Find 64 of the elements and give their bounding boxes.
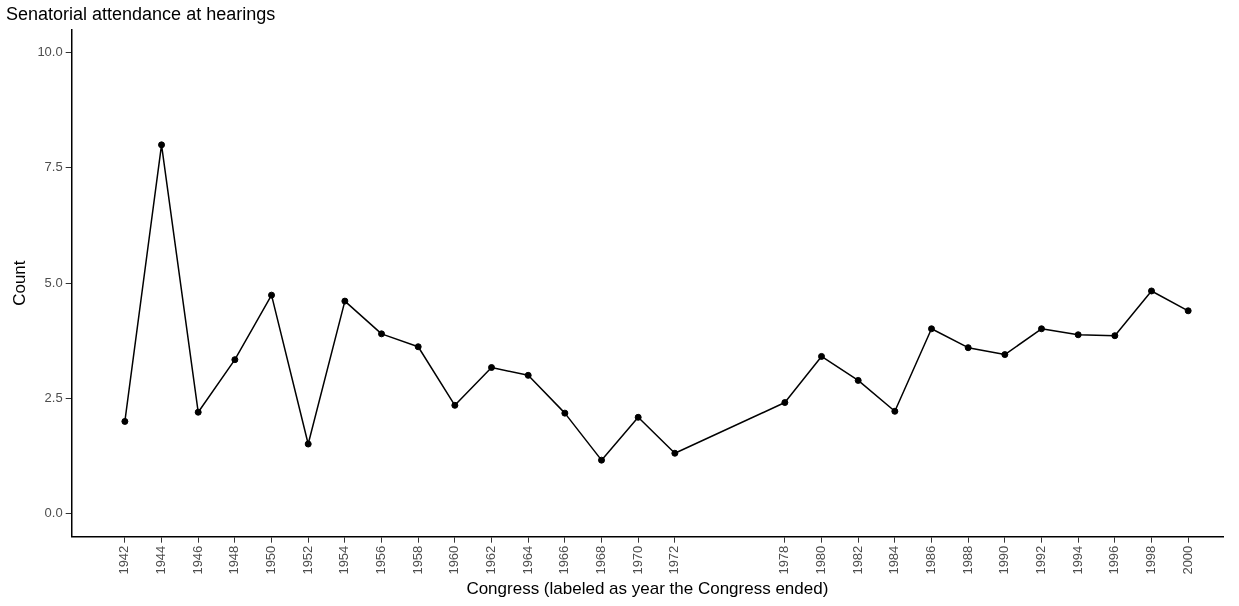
x-tick-label: 1954	[336, 545, 352, 575]
y-tick-label: 5.0	[44, 274, 63, 290]
x-tick-label: 1956	[373, 545, 389, 575]
point	[1111, 332, 1119, 340]
x-tick-label: 1942	[116, 545, 132, 575]
point	[671, 449, 679, 457]
x-tick-label: 1952	[299, 545, 315, 575]
x-tick-label: 1996	[1106, 545, 1122, 575]
x-tick-label: 1968	[593, 545, 609, 575]
point	[1001, 351, 1009, 359]
point	[634, 413, 642, 421]
point	[304, 440, 312, 448]
x-tick-label: 1994	[1069, 545, 1085, 575]
point	[598, 456, 606, 464]
point	[1148, 287, 1155, 295]
point	[1074, 331, 1082, 339]
point	[121, 417, 129, 425]
point	[1038, 325, 1046, 333]
x-tick-label: 1982	[849, 545, 865, 575]
x-tick-label: 1944	[153, 545, 169, 575]
point	[194, 408, 202, 416]
point	[231, 356, 239, 364]
x-tick-label: 1988	[959, 545, 975, 575]
x-tick-label: 2000	[1179, 545, 1195, 575]
x-tick-label: 1990	[996, 545, 1012, 575]
point	[268, 291, 276, 299]
point	[451, 401, 459, 409]
x-tick-label: 1998	[1143, 545, 1159, 575]
x-tick-label: 1948	[226, 545, 242, 575]
x-tick-label: 1970	[629, 545, 645, 575]
x-tick-label: 1992	[1033, 545, 1049, 575]
x-tick-label: 1960	[446, 545, 462, 575]
x-tick-label: 1958	[409, 545, 425, 575]
y-tick-label: 2.5	[44, 389, 63, 405]
point	[414, 343, 422, 351]
x-tick-label: 1962	[483, 545, 499, 575]
x-axis-title: Congress (labeled as year the Congress ended)	[466, 579, 829, 599]
x-tick-label: 1950	[263, 545, 279, 575]
y-tick-label: 0.0	[44, 505, 63, 521]
point	[488, 364, 496, 371]
x-tick-label: 1964	[519, 545, 535, 575]
x-tick-label: 1980	[813, 545, 829, 575]
x-tick-label: 1946	[189, 545, 205, 575]
point	[818, 352, 826, 360]
point	[524, 371, 532, 379]
x-tick-label: 1984	[886, 545, 902, 575]
x-tick-label: 1972	[666, 545, 682, 575]
point	[158, 141, 166, 149]
point	[1184, 307, 1192, 315]
point	[928, 325, 936, 333]
point	[341, 297, 349, 305]
point	[854, 376, 862, 384]
y-tick-label: 7.5	[44, 159, 63, 175]
x-tick-label: 1966	[556, 545, 572, 575]
y-axis-title: Count	[9, 260, 29, 306]
point	[891, 407, 899, 415]
x-tick-label: 1978	[776, 545, 792, 575]
point	[378, 330, 386, 338]
point	[561, 409, 569, 417]
y-tick-label: 10.0	[37, 44, 63, 60]
point	[964, 344, 972, 352]
chart-title: Senatorial attendance at hearings	[6, 3, 276, 24]
point	[781, 399, 789, 407]
x-tick-label: 1986	[923, 545, 939, 575]
